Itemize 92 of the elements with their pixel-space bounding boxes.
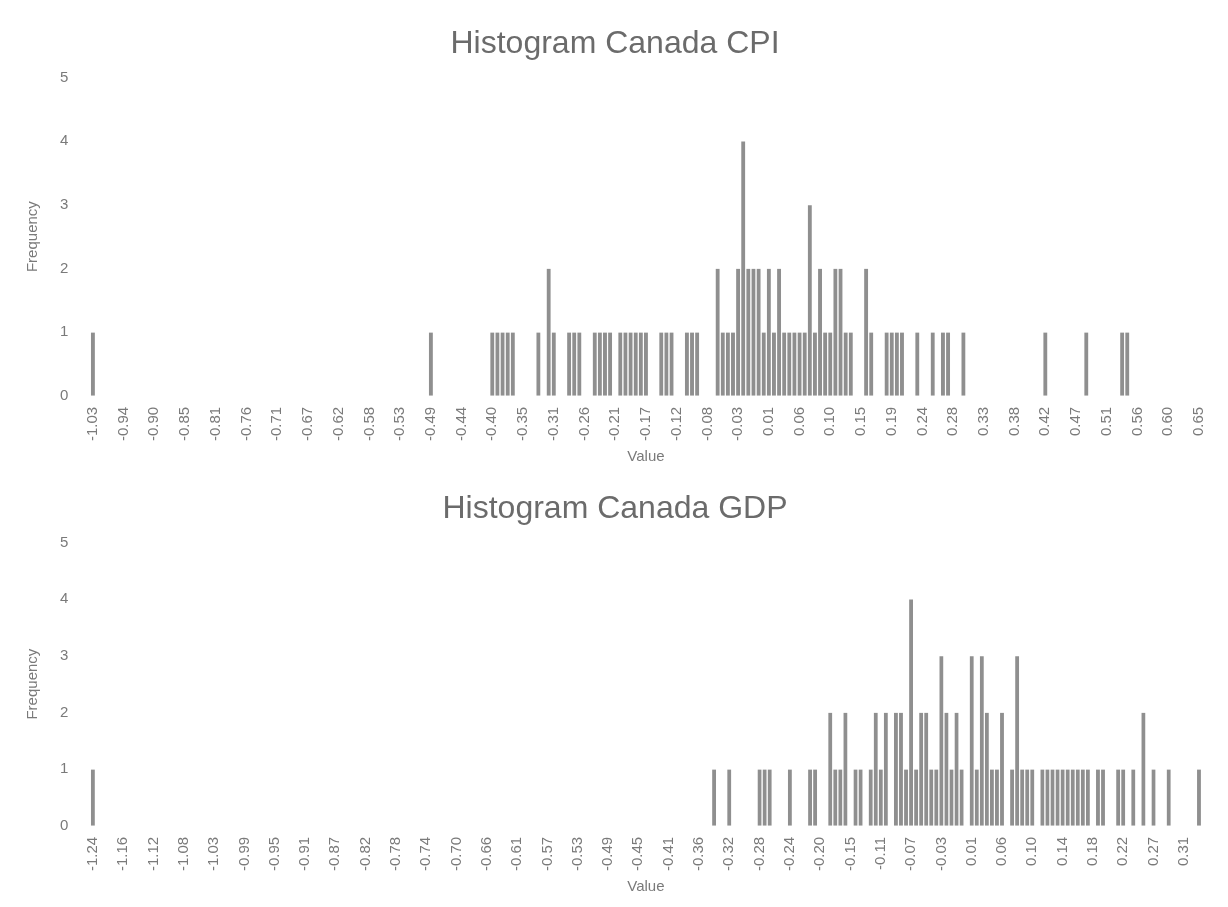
y-axis-title: Frequency xyxy=(23,648,41,720)
x-tick-label: -0.57 xyxy=(537,836,555,872)
x-tick-label: -0.62 xyxy=(328,406,346,442)
x-tick-label: -0.08 xyxy=(697,406,715,442)
x-tick-label: -0.87 xyxy=(325,836,343,872)
y-tick-label: 2 xyxy=(60,702,69,720)
x-tick-label: 0.10 xyxy=(1022,836,1040,867)
y-tick-label: 3 xyxy=(60,194,69,212)
x-tick-label: -0.76 xyxy=(236,406,254,442)
chart-title: Histogram Canada GDP xyxy=(442,489,788,526)
x-tick-label: -0.45 xyxy=(628,836,646,872)
x-tick-label: 0.18 xyxy=(1083,836,1101,867)
x-tick-label: -0.61 xyxy=(507,836,525,872)
x-tick-label: -0.94 xyxy=(113,406,131,442)
x-tick-label: -0.11 xyxy=(870,836,888,870)
x-tick-label: -0.15 xyxy=(840,836,858,872)
x-tick-label: 0.27 xyxy=(1143,836,1161,867)
x-tick-label: 0.15 xyxy=(851,406,869,437)
x-tick-label: -0.28 xyxy=(749,836,767,872)
y-tick-label: 4 xyxy=(60,131,69,149)
x-tick-label: 0.33 xyxy=(974,406,992,437)
x-tick-label: 0.01 xyxy=(758,406,776,437)
x-tick-label: -0.99 xyxy=(234,836,252,872)
x-tick-label: 0.24 xyxy=(912,406,930,437)
x-tick-label: -0.71 xyxy=(267,406,285,442)
x-tick-label: -0.07 xyxy=(901,836,919,872)
y-tick-label: 2 xyxy=(60,258,69,276)
x-tick-label: -1.03 xyxy=(204,836,222,872)
x-tick-label: 0.01 xyxy=(961,836,979,867)
x-tick-label: -0.70 xyxy=(446,836,464,872)
x-tick-label: -0.49 xyxy=(598,836,616,872)
x-tick-label: 0.42 xyxy=(1035,406,1053,437)
x-tick-label: 0.65 xyxy=(1189,406,1207,437)
x-axis-title: Value xyxy=(627,447,665,465)
x-tick-label: -1.24 xyxy=(83,836,101,872)
x-tick-label: 0.22 xyxy=(1113,836,1131,867)
x-tick-label: -0.91 xyxy=(295,836,313,872)
y-tick-label: 1 xyxy=(60,322,69,340)
x-tick-label: 0.51 xyxy=(1096,406,1114,437)
x-tick-label: -0.82 xyxy=(355,836,373,872)
y-axis-title: Frequency xyxy=(23,200,41,273)
x-tick-label: -0.78 xyxy=(386,836,404,872)
x-tick-label: -0.36 xyxy=(689,836,707,872)
x-tick-label: -0.03 xyxy=(728,406,746,442)
x-tick-label: -0.90 xyxy=(144,406,162,442)
y-tick-label: 5 xyxy=(60,67,69,85)
x-tick-label: -0.66 xyxy=(476,836,494,872)
x-tick-label: 0.31 xyxy=(1173,836,1191,867)
x-tick-label: -0.26 xyxy=(574,406,592,442)
x-tick-label: 0.38 xyxy=(1004,406,1022,437)
x-tick-label: -0.03 xyxy=(931,836,949,872)
x-tick-label: -0.31 xyxy=(543,406,561,442)
x-tick-label: -0.49 xyxy=(421,406,439,442)
x-axis-title: Value xyxy=(627,877,665,895)
x-tick-label: -0.67 xyxy=(298,406,316,442)
y-tick-label: 5 xyxy=(60,532,69,550)
x-tick-label: 0.60 xyxy=(1158,406,1176,437)
x-tick-label: -0.21 xyxy=(605,406,623,442)
x-tick-label: -1.03 xyxy=(83,406,101,442)
x-tick-label: -0.74 xyxy=(416,836,434,872)
y-tick-label: 1 xyxy=(60,759,69,777)
x-tick-label: 0.14 xyxy=(1052,836,1070,867)
chart-title: Histogram Canada CPI xyxy=(450,24,780,61)
x-tick-label: -0.35 xyxy=(513,406,531,442)
x-tick-label: -0.53 xyxy=(567,836,585,872)
x-tick-label: -0.95 xyxy=(264,836,282,872)
x-tick-label: 0.06 xyxy=(992,836,1010,867)
x-tick-label: 0.06 xyxy=(789,406,807,437)
x-tick-label: 0.47 xyxy=(1066,406,1084,437)
x-tick-label: -0.81 xyxy=(205,406,223,442)
x-tick-label: -0.41 xyxy=(658,836,676,872)
x-tick-label: -0.40 xyxy=(482,406,500,442)
x-tick-label: -1.08 xyxy=(173,836,191,872)
y-tick-label: 0 xyxy=(60,385,69,403)
x-tick-label: -0.32 xyxy=(719,836,737,872)
x-tick-label: -1.16 xyxy=(113,836,131,872)
x-tick-label: -0.17 xyxy=(636,406,654,442)
x-tick-label: -0.53 xyxy=(390,406,408,442)
x-tick-label: 0.56 xyxy=(1127,406,1145,437)
y-tick-label: 4 xyxy=(60,589,69,607)
x-tick-label: 0.10 xyxy=(820,406,838,437)
x-tick-label: 0.28 xyxy=(943,406,961,437)
y-tick-label: 3 xyxy=(60,645,69,663)
x-tick-label: -0.44 xyxy=(451,406,469,442)
x-tick-label: -0.20 xyxy=(810,836,828,872)
x-tick-label: -0.85 xyxy=(175,406,193,442)
x-tick-label: 0.19 xyxy=(881,406,899,437)
x-tick-label: -0.24 xyxy=(780,836,798,872)
x-tick-label: -1.12 xyxy=(143,836,161,872)
x-tick-label: -0.58 xyxy=(359,406,377,442)
x-tick-label: -0.12 xyxy=(666,406,684,442)
y-tick-label: 0 xyxy=(60,815,69,833)
